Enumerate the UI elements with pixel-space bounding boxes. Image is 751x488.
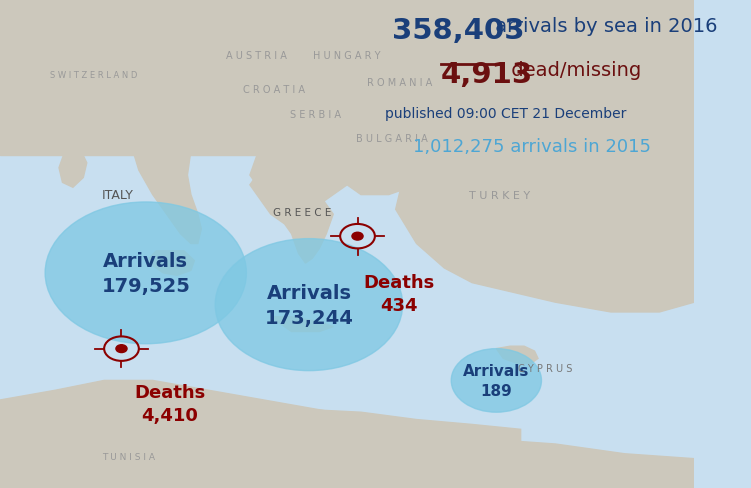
Polygon shape xyxy=(122,24,205,244)
Circle shape xyxy=(45,203,246,344)
Polygon shape xyxy=(396,137,694,312)
Text: published 09:00 CET 21 December: published 09:00 CET 21 December xyxy=(385,106,626,121)
Text: Deaths
4,410: Deaths 4,410 xyxy=(134,383,206,425)
Circle shape xyxy=(216,239,403,371)
Text: H U N G A R Y: H U N G A R Y xyxy=(313,51,381,61)
Polygon shape xyxy=(0,381,694,488)
Circle shape xyxy=(116,345,127,353)
Polygon shape xyxy=(496,346,538,364)
Text: Deaths
434: Deaths 434 xyxy=(363,273,435,315)
Text: B U L G A R I A: B U L G A R I A xyxy=(356,134,428,144)
Text: dead/missing: dead/missing xyxy=(505,61,641,80)
Text: G R E E C E: G R E E C E xyxy=(273,207,331,217)
Circle shape xyxy=(352,233,363,241)
Text: S E R B I A: S E R B I A xyxy=(291,110,342,120)
Text: C Y P R U S: C Y P R U S xyxy=(517,364,572,373)
Polygon shape xyxy=(250,156,430,220)
Text: S W I T Z E R L A N D: S W I T Z E R L A N D xyxy=(50,71,137,80)
Text: 1,012,275 arrivals in 2015: 1,012,275 arrivals in 2015 xyxy=(413,138,651,156)
Text: Arrivals
173,244: Arrivals 173,244 xyxy=(264,283,354,327)
Text: ITALY: ITALY xyxy=(102,189,134,202)
Polygon shape xyxy=(59,149,87,188)
Text: 4,913: 4,913 xyxy=(441,61,533,89)
Text: Arrivals
179,525: Arrivals 179,525 xyxy=(101,251,190,295)
Polygon shape xyxy=(312,410,520,488)
Text: T U N I S I A: T U N I S I A xyxy=(102,452,155,461)
Text: Arrivals
189: Arrivals 189 xyxy=(463,363,529,398)
Text: C R O A T I A: C R O A T I A xyxy=(243,85,305,95)
Polygon shape xyxy=(149,251,195,276)
Text: A U S T R I A: A U S T R I A xyxy=(226,51,288,61)
Text: R O M A N I A: R O M A N I A xyxy=(366,78,432,88)
Text: T U R K E Y: T U R K E Y xyxy=(469,190,530,200)
Polygon shape xyxy=(0,0,694,181)
Polygon shape xyxy=(0,0,694,156)
Polygon shape xyxy=(250,176,333,264)
Polygon shape xyxy=(271,317,333,332)
Circle shape xyxy=(451,349,541,412)
Text: arrivals by sea in 2016: arrivals by sea in 2016 xyxy=(490,17,718,36)
Text: 358,403: 358,403 xyxy=(392,17,525,45)
Polygon shape xyxy=(87,122,107,144)
